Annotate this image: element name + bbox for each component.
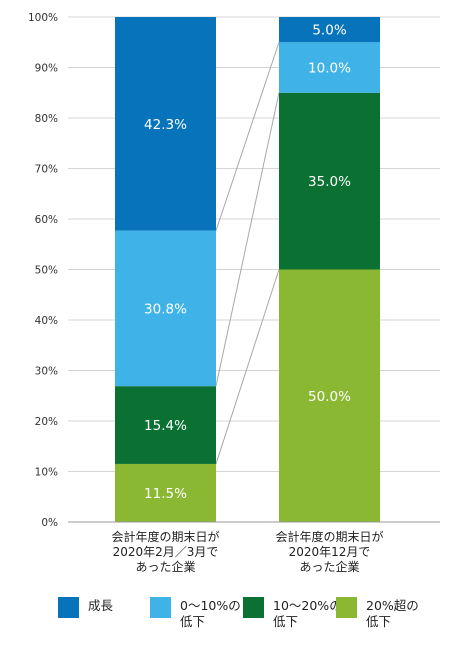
legend-swatch xyxy=(150,597,171,618)
category-label: 2020年12月で xyxy=(289,545,371,559)
bar-segment xyxy=(115,230,216,387)
bar-segment xyxy=(279,269,380,522)
y-axis-ticks: 0% 10% 20% 30% 40% 50% 60% 70% 80% 90% 100% xyxy=(28,12,58,529)
y-tick-label: 10% xyxy=(35,467,58,479)
bar-value-label: 5.0% xyxy=(312,23,346,39)
bar-segment xyxy=(115,386,216,464)
legend-label: 成長 xyxy=(88,598,114,613)
bar-segment xyxy=(279,92,380,270)
y-tick-label: 70% xyxy=(35,164,58,176)
legend-swatch xyxy=(58,597,79,618)
bar-value-label: 35.0% xyxy=(308,174,351,190)
y-tick-label: 50% xyxy=(35,265,58,277)
y-tick-label: 100% xyxy=(28,12,58,24)
legend-label: 低下 xyxy=(180,614,205,629)
bar-segment xyxy=(115,17,216,231)
bar-segment xyxy=(279,17,380,43)
category-label: 2020年2月／3月で xyxy=(113,545,219,559)
y-tick-label: 20% xyxy=(35,416,58,428)
y-tick-label: 60% xyxy=(35,214,58,226)
category-label: あった企業 xyxy=(299,559,359,574)
bar-value-label: 42.3% xyxy=(144,117,187,133)
category-labels: 会計年度の期末日が2020年2月／3月であった企業会計年度の期末日が2020年1… xyxy=(111,529,383,574)
category-label: 会計年度の期末日が xyxy=(111,529,219,544)
y-tick-label: 90% xyxy=(35,63,58,75)
category-label: あった企業 xyxy=(135,559,195,574)
bar-value-label: 50.0% xyxy=(308,389,351,405)
bar-value-label: 11.5% xyxy=(144,486,187,502)
connector-line xyxy=(215,92,280,387)
legend-label: 10〜20%の xyxy=(273,598,342,613)
connector-line xyxy=(215,269,280,465)
category-label: 会計年度の期末日が xyxy=(275,529,383,544)
legend-swatch xyxy=(336,597,357,618)
legend-label: 0〜10%の xyxy=(180,598,241,613)
bar-segment xyxy=(115,463,216,522)
legend-label: 20%超の xyxy=(366,598,419,613)
bars: 11.5% 50.0% 15.4% 35.0% 30.8% 10.0% 42.3% 5.0% xyxy=(115,17,380,522)
y-tick-label: 40% xyxy=(35,315,58,327)
bar-value-label: 10.0% xyxy=(308,61,351,77)
bar-value-label: 30.8% xyxy=(144,301,187,317)
connector-line xyxy=(215,42,280,231)
legend-label: 低下 xyxy=(366,614,391,629)
legend-swatch xyxy=(243,597,264,618)
bar-segment xyxy=(279,42,380,93)
connector-lines xyxy=(215,42,280,465)
y-tick-label: 0% xyxy=(41,517,58,529)
legend-label: 低下 xyxy=(273,614,298,629)
bar-value-label: 15.4% xyxy=(144,418,187,434)
y-tick-label: 30% xyxy=(35,366,58,378)
y-tick-label: 80% xyxy=(35,113,58,125)
